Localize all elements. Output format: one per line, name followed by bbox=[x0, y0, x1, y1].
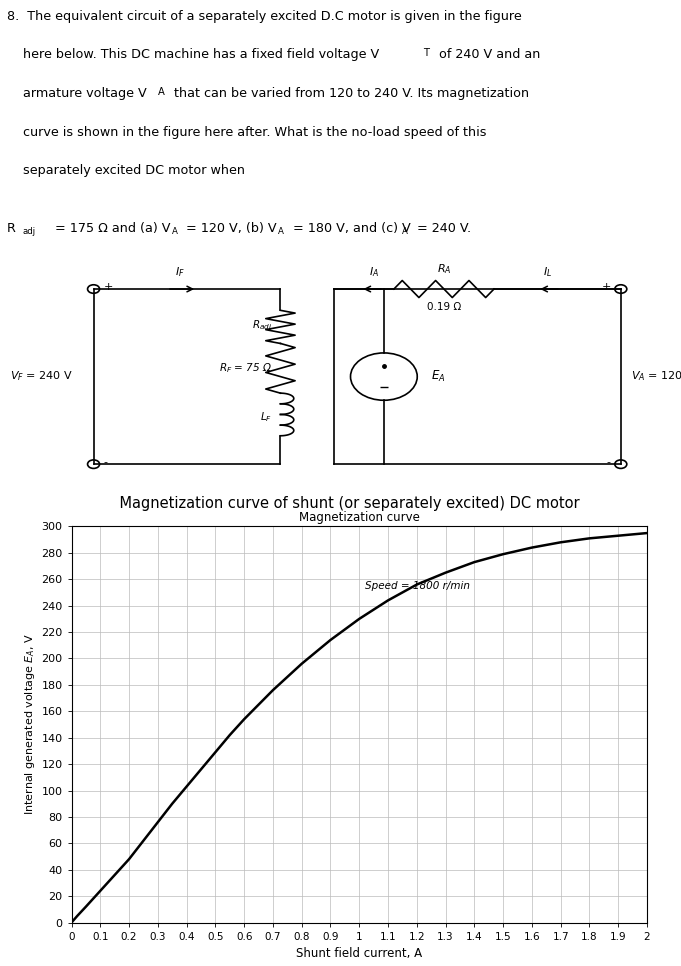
Text: $R_F$ = 75 Ω: $R_F$ = 75 Ω bbox=[219, 361, 272, 376]
Text: = 175 Ω and (a) V: = 175 Ω and (a) V bbox=[50, 222, 170, 235]
Text: T: T bbox=[423, 48, 429, 58]
Title: Magnetization curve: Magnetization curve bbox=[299, 511, 419, 524]
X-axis label: Shunt field current, A: Shunt field current, A bbox=[296, 947, 422, 960]
Text: $R_{adj}$: $R_{adj}$ bbox=[252, 319, 272, 333]
Text: = 120 V, (b) V: = 120 V, (b) V bbox=[182, 222, 276, 235]
Text: R: R bbox=[7, 222, 16, 235]
Text: Speed = 1800 r/min: Speed = 1800 r/min bbox=[365, 581, 470, 591]
Text: +: + bbox=[104, 282, 113, 292]
Text: -: - bbox=[607, 457, 611, 467]
Y-axis label: Internal generated voltage $E_A$, V: Internal generated voltage $E_A$, V bbox=[23, 634, 37, 815]
Text: A: A bbox=[278, 227, 284, 236]
Text: $V_F$ = 240 V: $V_F$ = 240 V bbox=[10, 370, 74, 384]
Text: -: - bbox=[104, 457, 108, 467]
Text: $I_F$: $I_F$ bbox=[176, 265, 185, 278]
Text: of 240 V and an: of 240 V and an bbox=[435, 48, 540, 61]
Text: A: A bbox=[172, 227, 178, 236]
Text: +: + bbox=[601, 282, 611, 292]
Text: $L_F$: $L_F$ bbox=[260, 410, 272, 424]
Text: $R_A$: $R_A$ bbox=[437, 262, 452, 275]
Text: $I_A$: $I_A$ bbox=[369, 265, 379, 278]
Text: armature voltage V: armature voltage V bbox=[7, 87, 146, 99]
Text: here below. This DC machine has a fixed field voltage V: here below. This DC machine has a fixed … bbox=[7, 48, 379, 61]
Text: adj: adj bbox=[22, 227, 35, 236]
Text: A: A bbox=[158, 87, 165, 97]
Text: = 240 V.: = 240 V. bbox=[413, 222, 471, 235]
Text: curve is shown in the figure here after. What is the no-load speed of this: curve is shown in the figure here after.… bbox=[7, 126, 486, 138]
Text: $I_L$: $I_L$ bbox=[543, 265, 552, 278]
Text: = 180 V, and (c) V: = 180 V, and (c) V bbox=[289, 222, 411, 235]
Text: 0.19 Ω: 0.19 Ω bbox=[427, 302, 461, 312]
Text: $E_A$: $E_A$ bbox=[430, 369, 445, 384]
Text: Magnetization curve of shunt (or separately excited) DC motor: Magnetization curve of shunt (or separat… bbox=[101, 497, 580, 511]
Text: separately excited DC motor when: separately excited DC motor when bbox=[7, 164, 244, 177]
Text: $V_A$ = 120 to 240 V: $V_A$ = 120 to 240 V bbox=[631, 370, 681, 384]
Text: A: A bbox=[402, 227, 408, 236]
Text: 8.  The equivalent circuit of a separately excited D.C motor is given in the fig: 8. The equivalent circuit of a separatel… bbox=[7, 10, 522, 22]
Text: that can be varied from 120 to 240 V. Its magnetization: that can be varied from 120 to 240 V. It… bbox=[170, 87, 529, 99]
